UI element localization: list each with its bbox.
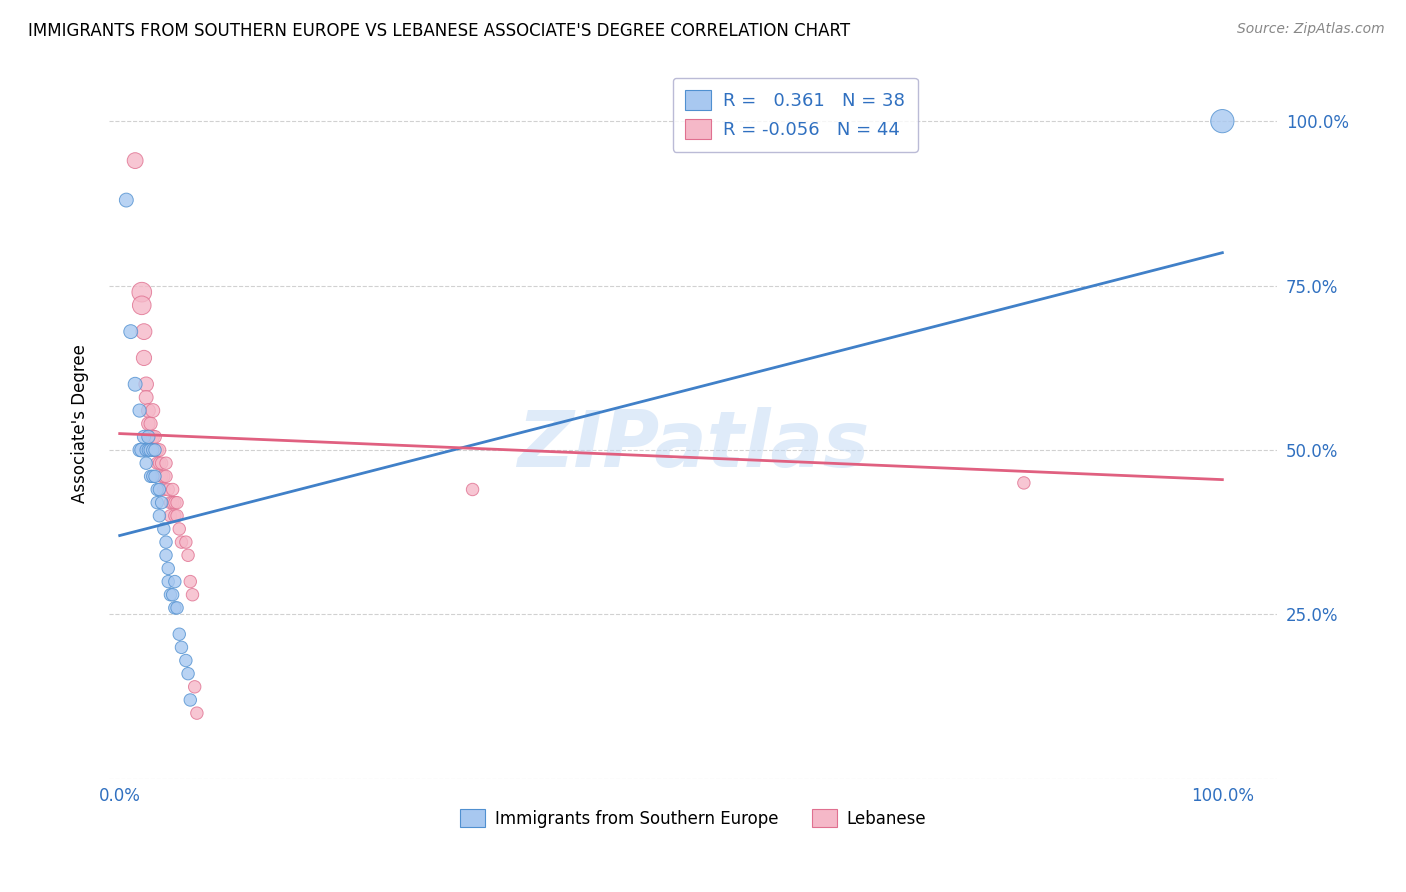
Point: [163, 574, 186, 589]
Point: [138, 403, 160, 417]
Point: [163, 600, 186, 615]
Point: [132, 430, 155, 444]
Point: [138, 417, 160, 431]
Point: [166, 496, 188, 510]
Point: [1211, 114, 1233, 128]
Point: [159, 508, 181, 523]
Point: [150, 496, 173, 510]
Point: [166, 508, 188, 523]
Text: ZIPatlas: ZIPatlas: [517, 407, 869, 483]
Point: [181, 588, 204, 602]
Point: [132, 325, 155, 339]
Point: [167, 627, 190, 641]
Point: [179, 574, 201, 589]
Point: [159, 588, 181, 602]
Text: Source: ZipAtlas.com: Source: ZipAtlas.com: [1237, 22, 1385, 37]
Point: [146, 496, 169, 510]
Point: [177, 549, 200, 563]
Point: [146, 483, 169, 497]
Point: [155, 549, 177, 563]
Point: [135, 443, 157, 458]
Point: [142, 430, 165, 444]
Point: [142, 469, 165, 483]
Point: [143, 443, 166, 458]
Point: [174, 535, 197, 549]
Point: [139, 417, 162, 431]
Point: [179, 693, 201, 707]
Point: [1012, 475, 1035, 490]
Point: [146, 456, 169, 470]
Point: [157, 574, 180, 589]
Point: [138, 430, 160, 444]
Point: [159, 496, 181, 510]
Y-axis label: Associate's Degree: Associate's Degree: [72, 344, 89, 503]
Point: [120, 325, 142, 339]
Point: [135, 456, 157, 470]
Point: [143, 443, 166, 458]
Point: [146, 443, 169, 458]
Point: [143, 469, 166, 483]
Text: IMMIGRANTS FROM SOUTHERN EUROPE VS LEBANESE ASSOCIATE'S DEGREE CORRELATION CHART: IMMIGRANTS FROM SOUTHERN EUROPE VS LEBAN…: [28, 22, 851, 40]
Point: [153, 483, 176, 497]
Point: [139, 469, 162, 483]
Point: [170, 640, 193, 655]
Point: [166, 600, 188, 615]
Point: [155, 469, 177, 483]
Point: [138, 443, 160, 458]
Point: [139, 443, 162, 458]
Point: [174, 653, 197, 667]
Point: [150, 456, 173, 470]
Point: [177, 666, 200, 681]
Point: [115, 193, 138, 207]
Point: [157, 483, 180, 497]
Point: [148, 508, 170, 523]
Point: [142, 403, 165, 417]
Point: [183, 680, 205, 694]
Point: [153, 522, 176, 536]
Point: [132, 351, 155, 365]
Point: [131, 443, 153, 458]
Legend: Immigrants from Southern Europe, Lebanese: Immigrants from Southern Europe, Lebanes…: [453, 803, 934, 835]
Point: [153, 469, 176, 483]
Point: [186, 706, 208, 720]
Point: [135, 377, 157, 392]
Point: [162, 483, 184, 497]
Point: [148, 443, 170, 458]
Point: [128, 403, 150, 417]
Point: [162, 588, 184, 602]
Point: [157, 561, 180, 575]
Point: [155, 456, 177, 470]
Point: [162, 496, 184, 510]
Point: [142, 443, 165, 458]
Point: [170, 535, 193, 549]
Point: [163, 496, 186, 510]
Point: [167, 522, 190, 536]
Point: [148, 456, 170, 470]
Point: [163, 508, 186, 523]
Point: [124, 377, 146, 392]
Point: [148, 483, 170, 497]
Point: [150, 469, 173, 483]
Point: [131, 285, 153, 300]
Point: [128, 443, 150, 458]
Point: [131, 298, 153, 312]
Point: [461, 483, 484, 497]
Point: [139, 430, 162, 444]
Point: [124, 153, 146, 168]
Point: [135, 391, 157, 405]
Point: [143, 430, 166, 444]
Point: [155, 535, 177, 549]
